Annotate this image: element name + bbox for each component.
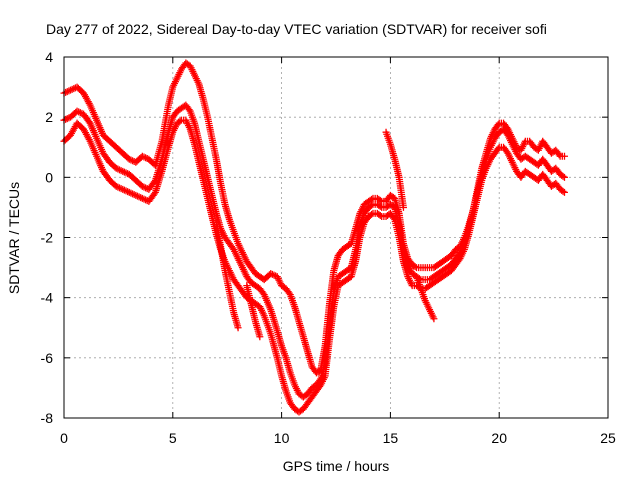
- y-tick-label: 2: [45, 109, 53, 125]
- chart-title: Day 277 of 2022, Sidereal Day-to-day VTE…: [46, 21, 547, 37]
- grid: [64, 57, 608, 418]
- data-point: [256, 333, 264, 341]
- data-point: [559, 187, 567, 195]
- data-point: [368, 210, 376, 218]
- data-point: [140, 153, 148, 161]
- data-point: [560, 173, 568, 181]
- data-point: [555, 151, 563, 159]
- data-point: [114, 165, 122, 173]
- data-point: [73, 107, 81, 115]
- data-point: [130, 191, 138, 199]
- data-point: [560, 152, 568, 160]
- axis-ticks: 0 5 10 15 20 25 -8 -6 -4 -2 0 2 4: [41, 49, 616, 446]
- x-tick-label: 15: [383, 430, 399, 446]
- data-point: [122, 187, 130, 195]
- data-point: [368, 201, 376, 209]
- x-tick-label: 10: [274, 430, 290, 446]
- data-point: [234, 324, 242, 332]
- x-tick-label: 20: [491, 430, 507, 446]
- data-point: [137, 194, 145, 202]
- data-point: [119, 185, 127, 193]
- data-point: [112, 164, 120, 172]
- data-point: [132, 191, 140, 199]
- x-axis-label: GPS time / hours: [283, 458, 390, 474]
- data-point: [150, 190, 158, 198]
- y-tick-label: -8: [41, 410, 54, 426]
- data-point: [68, 85, 76, 93]
- data-point: [120, 168, 128, 176]
- data-point: [76, 109, 84, 117]
- data-point: [117, 185, 125, 193]
- y-tick-label: -4: [41, 290, 54, 306]
- data-point: [62, 115, 70, 123]
- data-point: [138, 194, 146, 202]
- data-point: [376, 202, 384, 210]
- data-point: [185, 106, 193, 114]
- data-points: [60, 59, 568, 416]
- data-point: [270, 271, 278, 279]
- data-point: [559, 172, 567, 180]
- data-point: [411, 263, 419, 271]
- data-point: [124, 188, 132, 196]
- data-point: [63, 88, 71, 96]
- y-tick-label: -2: [41, 230, 54, 246]
- y-tick-label: -6: [41, 350, 54, 366]
- data-point: [115, 184, 123, 192]
- data-point: [285, 289, 293, 297]
- data-point: [115, 166, 123, 174]
- data-point: [65, 87, 73, 95]
- y-tick-label: 0: [45, 169, 53, 185]
- data-point: [176, 117, 184, 125]
- data-point: [494, 145, 502, 153]
- data-point: [368, 195, 376, 203]
- plot-frame: [63, 56, 609, 419]
- data-point: [267, 270, 275, 278]
- data-point: [125, 188, 133, 196]
- data-point: [140, 183, 148, 191]
- y-tick-label: 4: [45, 49, 53, 65]
- data-point: [125, 155, 133, 163]
- data-point: [67, 86, 75, 94]
- data-point: [376, 211, 384, 219]
- data-point: [138, 182, 146, 190]
- data-point: [119, 167, 127, 175]
- data-point: [127, 189, 135, 197]
- data-point: [133, 192, 141, 200]
- data-point: [63, 115, 71, 123]
- data-point: [127, 156, 135, 164]
- data-point: [112, 182, 120, 190]
- x-tick-label: 0: [60, 430, 68, 446]
- data-point: [129, 190, 137, 198]
- data-point: [268, 270, 276, 278]
- data-point: [494, 121, 502, 129]
- data-point: [138, 152, 146, 160]
- data-point: [390, 214, 398, 222]
- data-point: [399, 203, 407, 211]
- x-tick-label: 5: [169, 430, 177, 446]
- data-point: [117, 167, 125, 175]
- data-point: [142, 154, 150, 162]
- y-axis-label: SDTVAR / TECUs: [6, 182, 22, 294]
- data-point: [140, 195, 148, 203]
- data-point: [62, 88, 70, 96]
- data-point: [120, 186, 128, 194]
- data-point: [376, 196, 384, 204]
- x-tick-label: 25: [600, 430, 616, 446]
- data-point: [135, 193, 143, 201]
- data-point: [122, 169, 130, 177]
- data-point: [430, 315, 438, 323]
- data-point: [75, 108, 83, 116]
- data-point: [560, 188, 568, 196]
- data-point: [114, 183, 122, 191]
